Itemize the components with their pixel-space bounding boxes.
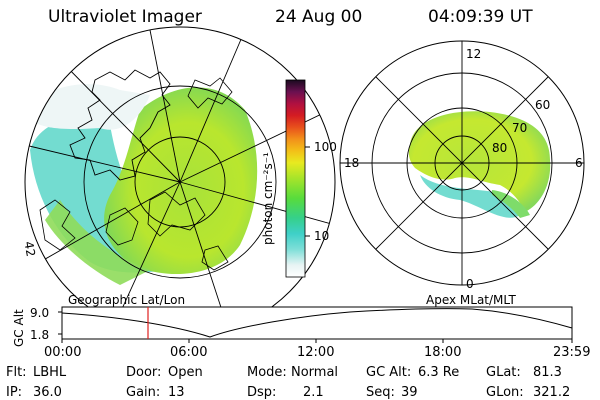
geographic-section-title: Geographic Lat/Lon	[68, 293, 186, 307]
instrument-title: Ultraviolet Imager	[48, 7, 202, 27]
gain-label: Gain:	[126, 385, 161, 400]
filter-label: Flt:	[6, 365, 27, 380]
mode-value: Normal	[291, 365, 339, 380]
polar-grid	[340, 41, 584, 285]
geographic-map	[25, 29, 335, 336]
glon-value: 321.2	[533, 385, 571, 400]
mode-label: Mode:	[247, 365, 287, 380]
gc-alt-value: 6.3 Re	[418, 365, 460, 380]
x-tick-1: 06:00	[170, 345, 208, 360]
mlat-80-label: 80	[492, 141, 508, 155]
apex-section-title: Apex MLat/MLT	[426, 293, 516, 307]
altitude-chart	[58, 306, 573, 343]
door-value: Open	[168, 365, 203, 380]
x-tick-3: 18:00	[424, 345, 462, 360]
glon-label: GLon:	[486, 385, 524, 400]
seq-label: Seq:	[366, 385, 395, 400]
seq-value: 39	[401, 385, 418, 400]
ip-label: IP:	[6, 385, 23, 400]
colorbar-label: photon cm⁻²s⁻¹	[261, 152, 275, 245]
x-tick-2: 12:00	[297, 345, 335, 360]
auroral-oval	[408, 111, 551, 212]
gc-alt-label: GC Alt:	[366, 365, 412, 380]
mlt-12-label: 12	[466, 47, 482, 61]
observation-date: 24 Aug 00	[275, 7, 363, 27]
glat-value: 81.3	[533, 365, 562, 380]
polar-plot	[408, 111, 551, 218]
altitude-axis-label: GC Alt	[12, 309, 26, 347]
observation-time: 04:09:39 UT	[428, 7, 533, 27]
mlt-0-label: 0	[466, 277, 474, 291]
filter-value: LBHL	[33, 365, 67, 380]
ip-value: 36.0	[33, 385, 62, 400]
dsp-label: Dsp:	[247, 385, 277, 400]
altitude-max-label: 9.0	[30, 306, 50, 320]
mlat-70-label: 70	[512, 121, 528, 135]
gain-value: 13	[168, 385, 185, 400]
colorbar-tick-10: 10	[314, 229, 330, 243]
altitude-min-label: 1.8	[30, 328, 50, 342]
glat-label: GLat:	[486, 365, 521, 380]
mlt-6-label: 6	[575, 156, 583, 170]
mlt-18-label: 18	[344, 156, 360, 170]
longitude-label: 42	[21, 240, 38, 258]
x-tick-0: 00:00	[44, 345, 82, 360]
coastline	[69, 69, 171, 181]
mlat-60-label: 60	[535, 98, 551, 112]
altitude-curve	[61, 308, 573, 338]
intensity-colorbar	[285, 79, 306, 278]
dsp-value: 2.1	[303, 385, 324, 400]
colorbar-tick-100: 100	[314, 140, 337, 154]
x-tick-4: 23:59	[553, 345, 591, 360]
door-label: Door:	[126, 365, 162, 380]
